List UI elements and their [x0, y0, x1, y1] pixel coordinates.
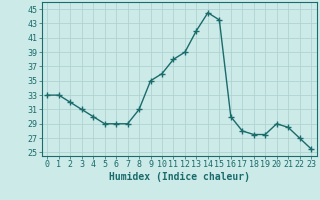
X-axis label: Humidex (Indice chaleur): Humidex (Indice chaleur) — [109, 172, 250, 182]
